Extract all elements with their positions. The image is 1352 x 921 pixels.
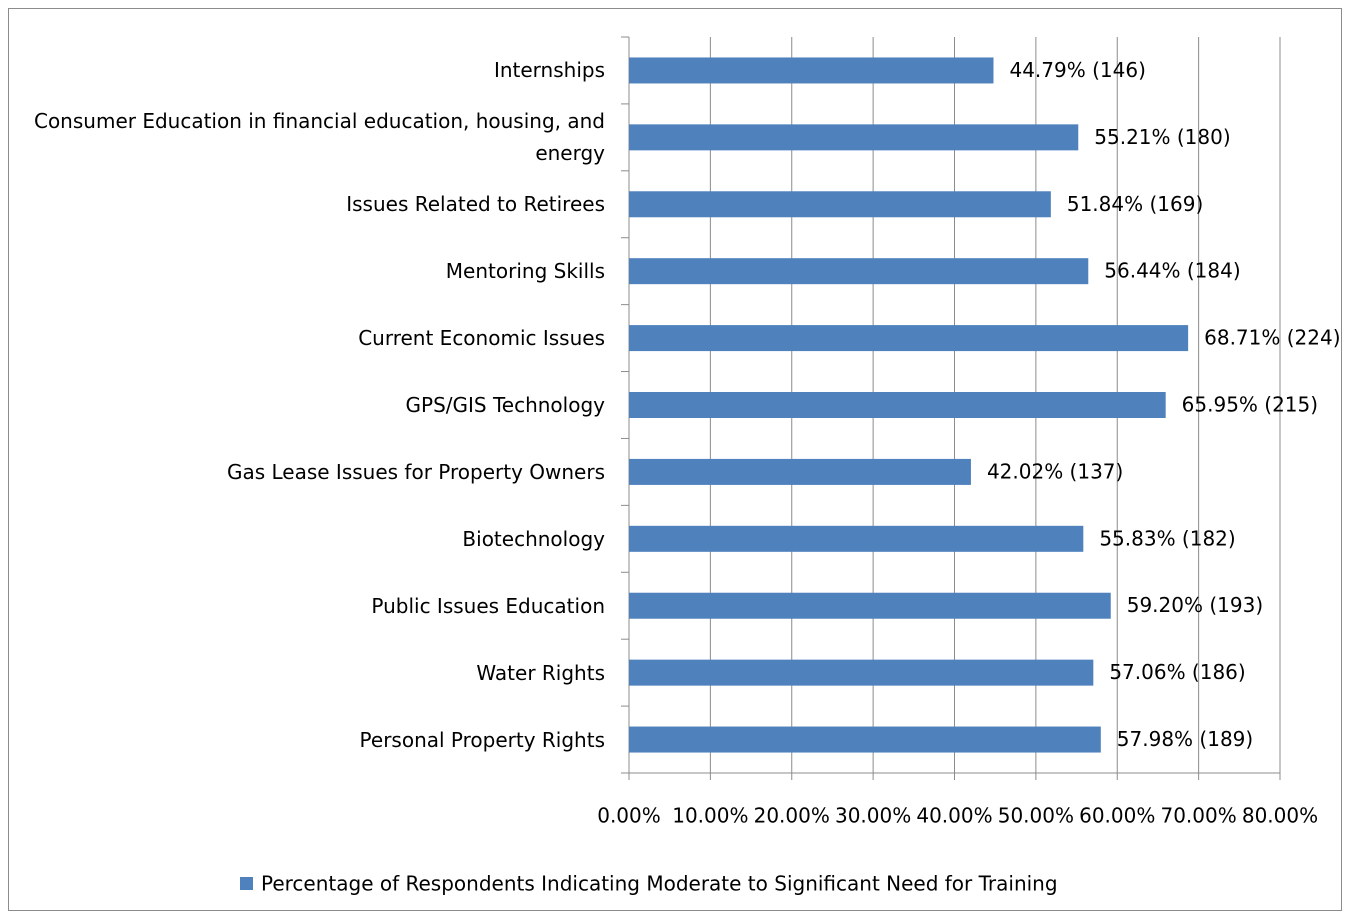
bar <box>629 726 1101 753</box>
value-label: 57.06% (186) <box>1109 660 1245 684</box>
bar <box>629 525 1084 552</box>
x-tick-label: 0.00% <box>597 804 661 828</box>
x-tick-label: 30.00% <box>835 804 911 828</box>
y-tick-label: Gas Lease Issues for Property Owners <box>226 459 605 484</box>
value-label: 59.20% (193) <box>1127 593 1263 617</box>
x-tick-label: 80.00% <box>1242 804 1318 828</box>
value-label: 57.98% (189) <box>1117 727 1253 751</box>
y-tick-label: Mentoring Skills <box>445 259 605 284</box>
value-label: 56.44% (184) <box>1104 259 1240 283</box>
x-tick-label: 50.00% <box>998 804 1074 828</box>
x-tick-label: 40.00% <box>916 804 992 828</box>
bar <box>629 191 1051 218</box>
chart-border <box>8 8 1342 911</box>
bar <box>629 325 1189 352</box>
bar <box>629 458 971 485</box>
x-tick-label: 20.00% <box>754 804 830 828</box>
y-tick-label: Internships <box>493 58 605 83</box>
bar <box>629 592 1111 619</box>
y-tick-label: Current Economic Issues <box>358 326 605 351</box>
value-label: 42.02% (137) <box>987 459 1123 483</box>
x-tick-label: 70.00% <box>1160 804 1236 828</box>
y-tick-label: Water Rights <box>476 660 605 685</box>
value-label: 65.95% (215) <box>1182 393 1318 417</box>
legend-label: Percentage of Respondents Indicating Mod… <box>261 872 1058 896</box>
bar <box>629 659 1094 686</box>
y-tick-label: GPS/GIS Technology <box>405 393 605 417</box>
legend-swatch <box>240 877 253 890</box>
bar <box>629 57 994 84</box>
x-tick-label: 10.00% <box>672 804 748 828</box>
y-tick-label: Public Issues Education <box>371 593 605 618</box>
y-tick-label: Biotechnology <box>462 526 605 551</box>
bar <box>629 392 1166 418</box>
value-label: 68.71% (224) <box>1204 326 1340 350</box>
value-label: 51.84% (169) <box>1067 192 1203 216</box>
bar <box>629 124 1079 151</box>
y-tick-label: Personal Property Rights <box>359 727 605 752</box>
value-label: 44.79% (146) <box>1009 58 1145 82</box>
value-label: 55.83% (182) <box>1099 526 1235 550</box>
y-tick-label: Consumer Education in financial educatio… <box>33 109 605 166</box>
y-tick-label: Issues Related to Retirees <box>346 192 605 217</box>
x-tick-label: 60.00% <box>1079 804 1155 828</box>
bar <box>629 258 1089 285</box>
value-label: 55.21% (180) <box>1094 125 1230 149</box>
